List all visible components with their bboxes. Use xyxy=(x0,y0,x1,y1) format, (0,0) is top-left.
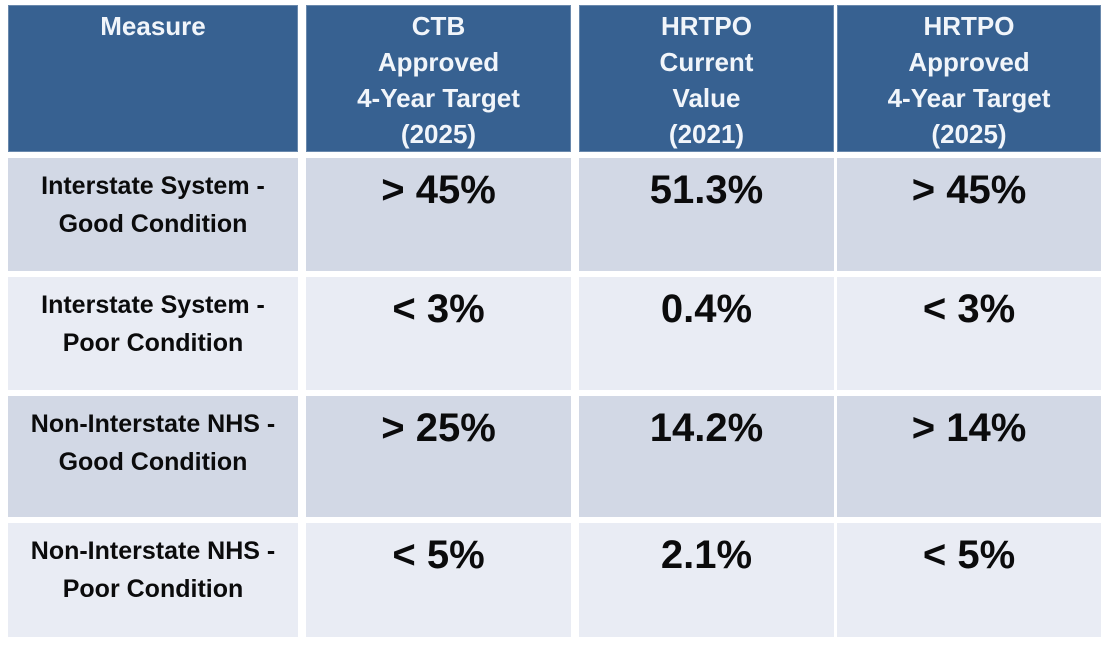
cell-hrtpo-current-noninterstate-good: 14.2% xyxy=(579,396,834,517)
header-cell-hrtpo-approved-target: HRTPO Approved 4-Year Target (2025) xyxy=(837,5,1101,152)
cell-hrtpo-current-interstate-good: 51.3% xyxy=(579,158,834,271)
cell-hrtpo-target-noninterstate-good: > 14% xyxy=(837,396,1101,517)
cell-hrtpo-current-interstate-poor: 0.4% xyxy=(579,277,834,390)
cell-hrtpo-target-interstate-good: > 45% xyxy=(837,158,1101,271)
row-measure-interstate-poor: Interstate System - Poor Condition xyxy=(8,277,298,390)
row-measure-noninterstate-poor: Non-Interstate NHS - Poor Condition xyxy=(8,523,298,637)
header-cell-hrtpo-current-value: HRTPO Current Value (2021) xyxy=(579,5,834,152)
cell-ctb-target-noninterstate-good: > 25% xyxy=(306,396,571,517)
cell-hrtpo-target-interstate-poor: < 3% xyxy=(837,277,1101,390)
cell-hrtpo-current-noninterstate-poor: 2.1% xyxy=(579,523,834,637)
cell-hrtpo-target-noninterstate-poor: < 5% xyxy=(837,523,1101,637)
row-measure-interstate-good: Interstate System - Good Condition xyxy=(8,158,298,271)
pavement-condition-table: Measure CTB Approved 4-Year Target (2025… xyxy=(8,5,1101,637)
cell-ctb-target-interstate-good: > 45% xyxy=(306,158,571,271)
header-cell-ctb-approved-target: CTB Approved 4-Year Target (2025) xyxy=(306,5,571,152)
header-cell-measure: Measure xyxy=(8,5,298,152)
row-measure-noninterstate-good: Non-Interstate NHS - Good Condition xyxy=(8,396,298,517)
cell-ctb-target-noninterstate-poor: < 5% xyxy=(306,523,571,637)
cell-ctb-target-interstate-poor: < 3% xyxy=(306,277,571,390)
